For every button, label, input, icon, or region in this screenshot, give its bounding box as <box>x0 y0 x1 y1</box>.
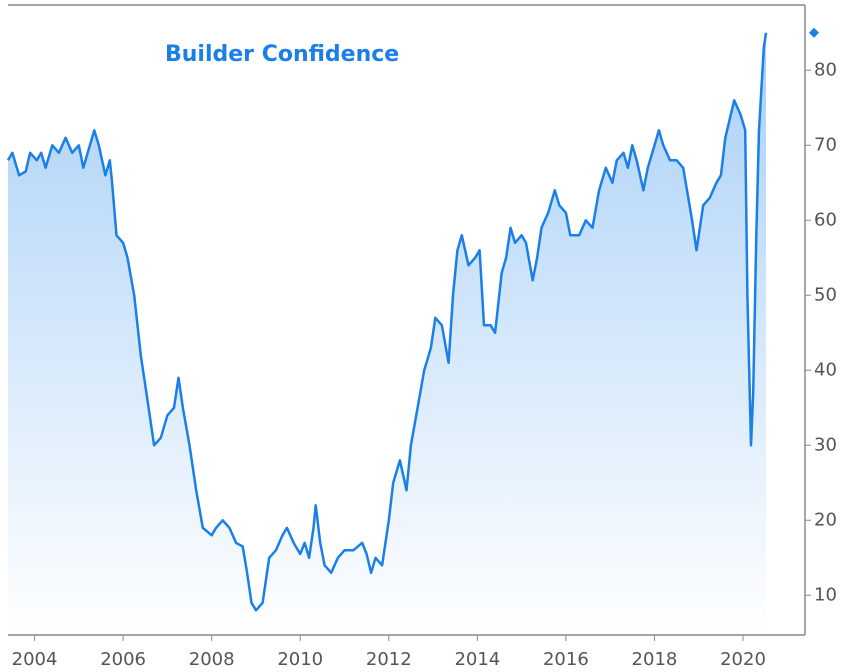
y-tick-label: 50 <box>814 284 837 305</box>
last-value-marker <box>809 27 819 38</box>
y-tick-label: 60 <box>814 209 837 230</box>
y-tick-label: 10 <box>814 584 837 605</box>
x-tick-label: 2006 <box>100 649 146 670</box>
y-tick-label: 70 <box>814 134 837 155</box>
x-tick-label: 2004 <box>12 649 58 670</box>
area-fill <box>8 32 766 636</box>
x-tick-label: 2018 <box>632 649 678 670</box>
x-tick-label: 2020 <box>720 649 766 670</box>
x-tick-label: 2010 <box>277 649 323 670</box>
chart-title: Builder Confidence <box>165 42 399 67</box>
x-tick-label: 2012 <box>366 649 412 670</box>
x-tick-label: 2014 <box>454 649 500 670</box>
x-tick-label: 2008 <box>189 649 235 670</box>
y-tick-label: 80 <box>814 59 837 80</box>
x-tick-label: 2016 <box>543 649 589 670</box>
y-tick-label: 30 <box>814 434 837 455</box>
line <box>6 32 768 612</box>
y-tick-label: 20 <box>814 509 837 530</box>
y-tick-label: 40 <box>814 359 837 380</box>
